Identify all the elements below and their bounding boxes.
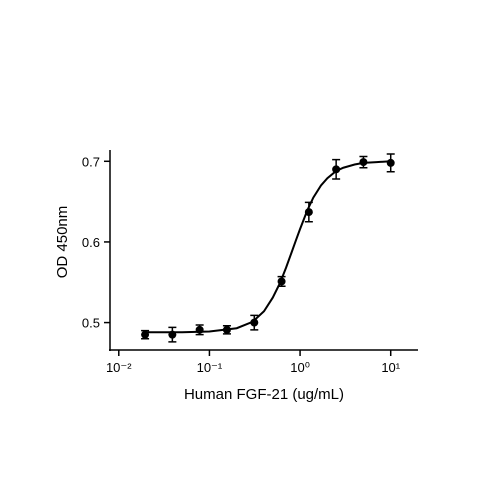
- y-tick-label: 0.5: [82, 316, 100, 331]
- data-point: [277, 277, 286, 286]
- y-axis-label: OD 450nm: [54, 206, 71, 279]
- x-axis-label: Human FGF-21 (ug/mL): [184, 386, 344, 403]
- data-point: [332, 165, 341, 174]
- x-tick-label: 10⁻²: [106, 360, 132, 375]
- data-point: [141, 330, 150, 339]
- data-point: [386, 158, 395, 167]
- x-tick-label: 10⁻¹: [197, 360, 223, 375]
- x-tick-label: 10⁰: [290, 360, 310, 375]
- data-point: [222, 325, 231, 334]
- y-tick-label: 0.6: [82, 235, 100, 250]
- x-tick-label: 10¹: [381, 360, 400, 375]
- data-point: [304, 208, 313, 217]
- data-point: [359, 158, 368, 167]
- data-point: [250, 318, 259, 327]
- y-tick-label: 0.7: [82, 154, 100, 169]
- data-point: [195, 325, 204, 334]
- data-point: [168, 330, 177, 339]
- fit-curve: [145, 160, 391, 334]
